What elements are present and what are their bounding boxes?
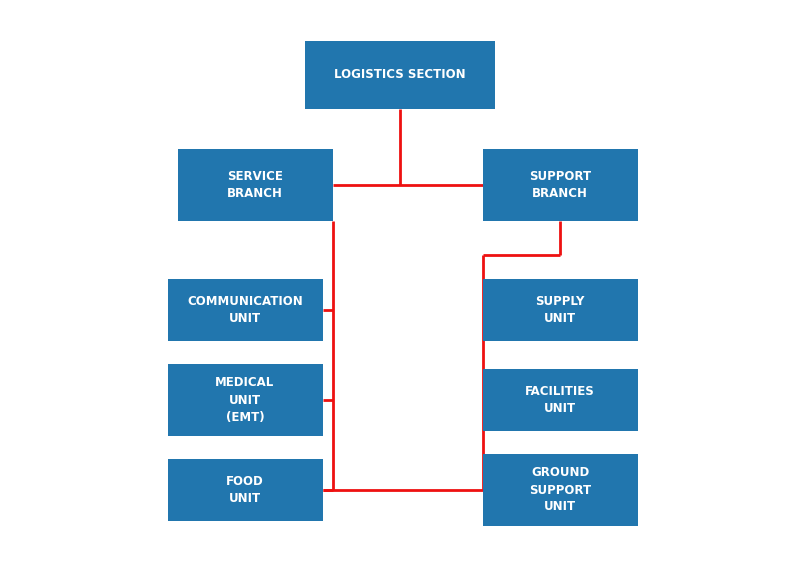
FancyBboxPatch shape [482, 279, 638, 341]
Text: FACILITIES
UNIT: FACILITIES UNIT [525, 385, 595, 415]
FancyBboxPatch shape [178, 149, 333, 221]
Text: COMMUNICATION
UNIT: COMMUNICATION UNIT [187, 295, 303, 325]
FancyBboxPatch shape [167, 459, 322, 521]
Text: MEDICAL
UNIT
(EMT): MEDICAL UNIT (EMT) [215, 377, 274, 423]
FancyBboxPatch shape [167, 279, 322, 341]
FancyBboxPatch shape [482, 149, 638, 221]
Text: GROUND
SUPPORT
UNIT: GROUND SUPPORT UNIT [529, 466, 591, 514]
Text: SUPPORT
BRANCH: SUPPORT BRANCH [529, 170, 591, 200]
FancyBboxPatch shape [482, 454, 638, 526]
Text: LOGISTICS SECTION: LOGISTICS SECTION [334, 68, 466, 82]
Text: SERVICE
BRANCH: SERVICE BRANCH [227, 170, 283, 200]
Text: SUPPLY
UNIT: SUPPLY UNIT [535, 295, 585, 325]
Text: FOOD
UNIT: FOOD UNIT [226, 475, 264, 505]
FancyBboxPatch shape [167, 364, 322, 436]
FancyBboxPatch shape [482, 369, 638, 431]
FancyBboxPatch shape [305, 41, 495, 109]
